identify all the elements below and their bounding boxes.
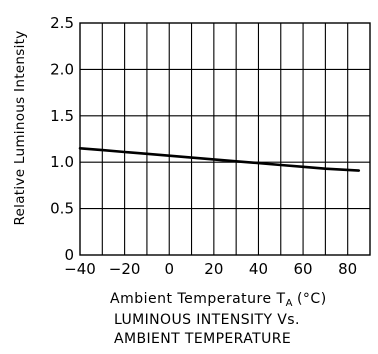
- y-tick-label: 1.0: [50, 153, 74, 171]
- x-tick-label: 40: [249, 260, 268, 278]
- x-tick-label: 0: [164, 260, 174, 278]
- caption-line-1: LUMINOUS INTENSITY Vs.: [114, 312, 300, 328]
- x-tick-label: −20: [109, 260, 141, 278]
- grid: [80, 23, 370, 255]
- plot-frame: [79, 22, 371, 256]
- x-axis-label-subscript: A: [286, 298, 293, 309]
- series-line: [78, 147, 361, 172]
- y-axis-label: Relative Luminous Intensity: [12, 30, 28, 225]
- y-tick-labels: 0 0.5 1.0 1.5 2.0 2.5: [50, 14, 74, 264]
- x-axis-label: Ambient Temperature TA (°C): [110, 291, 327, 309]
- y-tick-label: 2.0: [50, 60, 74, 78]
- x-tick-label: −40: [64, 260, 96, 278]
- y-tick-label: 0: [64, 246, 74, 264]
- x-axis-label-unit: (°C): [297, 291, 327, 307]
- x-tick-label: 20: [204, 260, 223, 278]
- y-tick-label: 1.5: [50, 107, 74, 125]
- y-tick-label: 2.5: [50, 14, 74, 32]
- y-tick-label: 0.5: [50, 200, 74, 218]
- caption-line-2: AMBIENT TEMPERATURE: [114, 331, 291, 347]
- x-tick-label: 60: [294, 260, 313, 278]
- x-axis-label-main: Ambient Temperature T: [110, 291, 286, 307]
- series-layer: [78, 147, 361, 172]
- x-tick-label: 80: [338, 260, 357, 278]
- x-tick-labels: −40 −20 0 20 40 60 80: [64, 260, 357, 278]
